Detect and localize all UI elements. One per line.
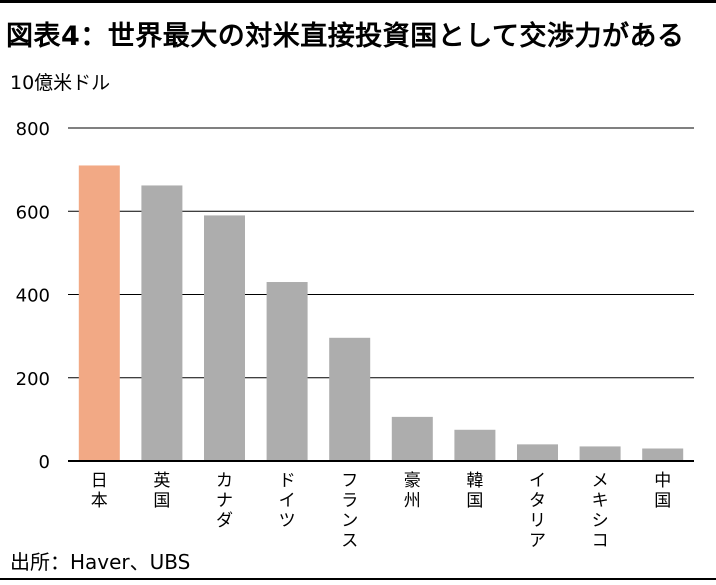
y-tick-label: 800: [16, 119, 50, 140]
bar: [266, 282, 308, 461]
bar: [204, 215, 245, 461]
y-tick-label: 400: [16, 286, 50, 307]
bar: [642, 448, 684, 461]
x-tick-label: カナダ: [216, 471, 233, 531]
x-tick-label: 韓国: [466, 471, 483, 511]
bar: [141, 185, 183, 461]
bar: [329, 337, 371, 461]
bar: [454, 429, 496, 461]
x-tick-label: メキシコ: [592, 471, 609, 551]
x-tick-label: 中国: [654, 471, 671, 511]
y-axis-unit-label: 10億米ドル: [10, 72, 111, 94]
y-tick-label: 200: [16, 369, 50, 390]
x-tick-label: 日本: [91, 471, 108, 511]
bar: [78, 165, 120, 461]
x-tick-label: フランス: [341, 471, 358, 551]
bar: [517, 444, 558, 461]
x-tick-label: ドイツ: [279, 471, 296, 531]
x-tick-label: 豪州: [404, 470, 421, 511]
chart-title: 図表4：世界最大の対米直接投資国として交渉力がある: [6, 21, 685, 52]
top-rule: [0, 0, 716, 3]
bottom-rule: [0, 578, 716, 580]
x-tick-label: 英国: [153, 471, 170, 511]
x-tick-label: イタリア: [529, 471, 546, 551]
y-tick-label: 0: [39, 452, 50, 473]
source-note: 出所：Haver、UBS: [10, 550, 191, 574]
y-tick-label: 600: [16, 202, 50, 223]
bar: [391, 416, 433, 461]
bar: [579, 446, 621, 461]
